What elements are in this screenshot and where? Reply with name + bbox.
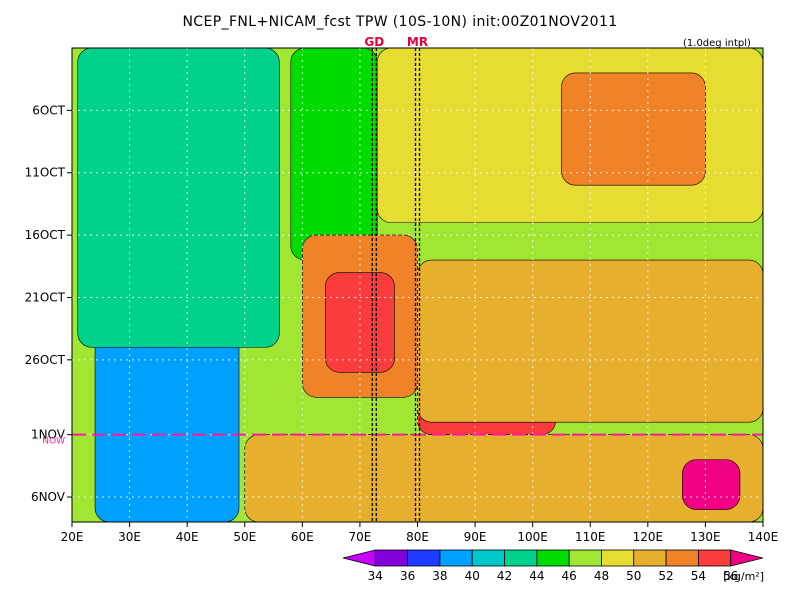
colorbar-label-10: 54: [691, 569, 706, 583]
chart-title: NCEP_FNL+NICAM_fcst TPW (10S-10N) init:0…: [182, 14, 618, 30]
tpw-region-11: [417, 259, 763, 423]
tpw-region-6: [561, 72, 706, 186]
init-now-label: NOW: [42, 437, 65, 447]
colorbar-swatch-8: [601, 549, 635, 567]
colorbar-swatch-11: [697, 549, 732, 567]
interpolation-note: (1.0deg intpl): [683, 38, 751, 49]
marker-label-gd: GD: [364, 35, 384, 49]
y-tick-label-3: 21OCT: [25, 290, 66, 304]
colorbar-label-7: 48: [594, 569, 609, 583]
colorbar-swatch-1: [374, 549, 409, 567]
x-tick-label-12: 140E: [748, 530, 779, 544]
colorbar-label-1: 36: [400, 569, 415, 583]
colorbar-swatch-9: [633, 549, 667, 567]
x-tick-label-2: 40E: [176, 530, 199, 544]
colorbar-label-0: 34: [368, 569, 383, 583]
tpw-field: [72, 48, 763, 522]
colorbar-label-11: 56: [723, 569, 738, 583]
marker-label-mr: MR: [407, 35, 428, 49]
colorbar-swatch-3: [439, 549, 473, 567]
colorbar-label-9: 52: [658, 569, 673, 583]
x-tick-label-3: 50E: [233, 530, 256, 544]
tpw-region-4: [290, 48, 378, 261]
colorbar-unit: [kg/m²]: [723, 570, 764, 583]
colorbar-swatch-0: [342, 549, 376, 567]
tpw-region-3: [77, 48, 280, 348]
colorbar-label-3: 40: [465, 569, 480, 583]
colorbar-swatch-6: [536, 549, 570, 567]
y-tick-label-4: 26OCT: [25, 353, 66, 367]
colorbar-swatch-10: [665, 549, 699, 567]
tpw-region-13: [682, 459, 741, 510]
grid-lines: [72, 48, 763, 522]
x-tick-label-7: 90E: [464, 530, 487, 544]
colorbar-label-4: 42: [497, 569, 512, 583]
y-tick-label-1: 11OCT: [25, 166, 66, 180]
axes: 20E 30E 40E 50E 60E 70E 80E 90E 100E 110E 120E 130E…: [25, 103, 779, 544]
x-tick-label-1: 30E: [118, 530, 141, 544]
x-tick-label-4: 60E: [291, 530, 314, 544]
colorbar-label-6: 46: [562, 569, 577, 583]
colorbar-swatch-4: [471, 549, 505, 567]
x-tick-label-5: 70E: [348, 530, 371, 544]
colorbar-swatch-12: [730, 549, 764, 567]
colorbar-label-8: 50: [626, 569, 641, 583]
y-tick-label-0: 6OCT: [32, 103, 65, 117]
colorbar-swatch-2: [407, 549, 441, 567]
colorbar-swatch-5: [504, 549, 538, 567]
x-tick-label-10: 120E: [633, 530, 664, 544]
y-tick-label-5: 1NOV: [31, 428, 66, 442]
colorbar: 34 36 38 40 42 44 46 48 50 52 54 56[kg/m²]: [342, 549, 764, 583]
x-tick-label-6: 80E: [406, 530, 429, 544]
colorbar-label-5: 44: [529, 569, 544, 583]
tpw-region-8: [325, 272, 395, 373]
region-markers: GD MR: [364, 35, 428, 522]
x-tick-label-9: 110E: [575, 530, 606, 544]
colorbar-swatch-7: [568, 549, 602, 567]
x-tick-label-0: 20E: [61, 530, 84, 544]
x-tick-label-11: 130E: [690, 530, 721, 544]
y-tick-label-6: 6NOV: [31, 490, 66, 504]
colorbar-label-2: 38: [432, 569, 447, 583]
y-tick-label-2: 16OCT: [25, 228, 66, 242]
x-tick-label-8: 100E: [517, 530, 548, 544]
